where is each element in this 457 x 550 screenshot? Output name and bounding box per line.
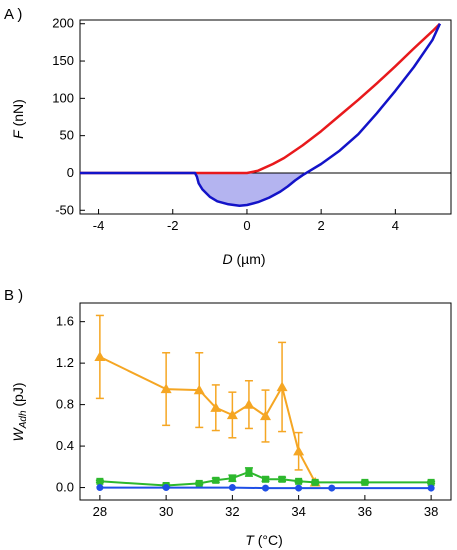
circle-point [96, 484, 104, 492]
x-tick-label: 38 [424, 504, 438, 519]
panel-b-xlabel: T (°C) [245, 532, 283, 548]
x-tick-label: -4 [93, 218, 105, 233]
x-tick-label: 2 [318, 218, 325, 233]
circle-point [427, 484, 435, 492]
y-tick-label: 100 [52, 90, 74, 105]
square-point [262, 475, 269, 483]
triangle-point [276, 381, 288, 392]
square-point [228, 474, 236, 482]
circle-point [228, 484, 236, 492]
y-tick-label: 0.8 [56, 397, 74, 412]
y-tick-label: 150 [52, 53, 74, 68]
square-point [427, 478, 435, 486]
circle-point [162, 484, 170, 492]
square-point [245, 468, 253, 476]
square-point [278, 475, 286, 483]
y-tick-label: 50 [60, 128, 74, 143]
x-tick-label: -2 [167, 218, 179, 233]
triangle-point [293, 445, 305, 456]
panel-b-ylabel: WAdh (pJ) [10, 382, 29, 441]
square-point [311, 478, 319, 486]
square-point [295, 477, 303, 485]
square-series-line [99, 470, 432, 487]
x-tick-label: 4 [392, 218, 399, 233]
square-point [212, 476, 220, 484]
panel-a-ylabel: F (nN) [10, 99, 26, 139]
panel-a-xlabel: D (µm) [222, 251, 265, 267]
triangle-point [160, 383, 172, 394]
adhesion-area [195, 172, 307, 206]
plot-frame [79, 302, 452, 501]
triangle-point [94, 351, 106, 362]
y-tick-label: 1.2 [56, 355, 74, 370]
y-tick-label: 0.4 [56, 438, 74, 453]
y-tick-label: 200 [52, 16, 74, 31]
y-tick-label: 0 [67, 165, 74, 180]
panel-a-plot: -4 -2 0 2 4 -50 0 50 100 150 200 [52, 16, 452, 233]
circle-point [295, 484, 303, 492]
plot-frame [79, 19, 452, 215]
triangle-point [243, 399, 255, 409]
y-tick-label: -50 [55, 202, 74, 217]
triangle-point [226, 409, 238, 420]
circle-point [328, 484, 336, 492]
panel-b-plot: 28 30 32 34 36 38 0.0 0.4 0.8 1.2 1.6 [56, 302, 452, 519]
square-point [195, 479, 203, 487]
triangle-point [210, 402, 222, 412]
y-tick-label: 0.0 [56, 480, 74, 495]
x-tick-label: 30 [159, 504, 173, 519]
x-tick-label: 32 [225, 504, 239, 519]
panel-a-label: A ) [4, 6, 22, 23]
y-tick-label: 1.6 [56, 314, 74, 329]
x-tick-label: 34 [291, 504, 305, 519]
triangle-series-line [99, 356, 317, 483]
square-point [361, 478, 369, 486]
retract-curve [80, 23, 442, 208]
x-tick-label: 28 [93, 504, 107, 519]
panel-b-label: B ) [4, 287, 23, 304]
circle-point [262, 484, 269, 492]
x-tick-label: 36 [358, 504, 372, 519]
triangle-point [260, 410, 271, 421]
x-tick-label: 0 [243, 218, 250, 233]
approach-curve [80, 22, 441, 175]
triangle-point [193, 384, 205, 395]
square-point [96, 477, 104, 485]
